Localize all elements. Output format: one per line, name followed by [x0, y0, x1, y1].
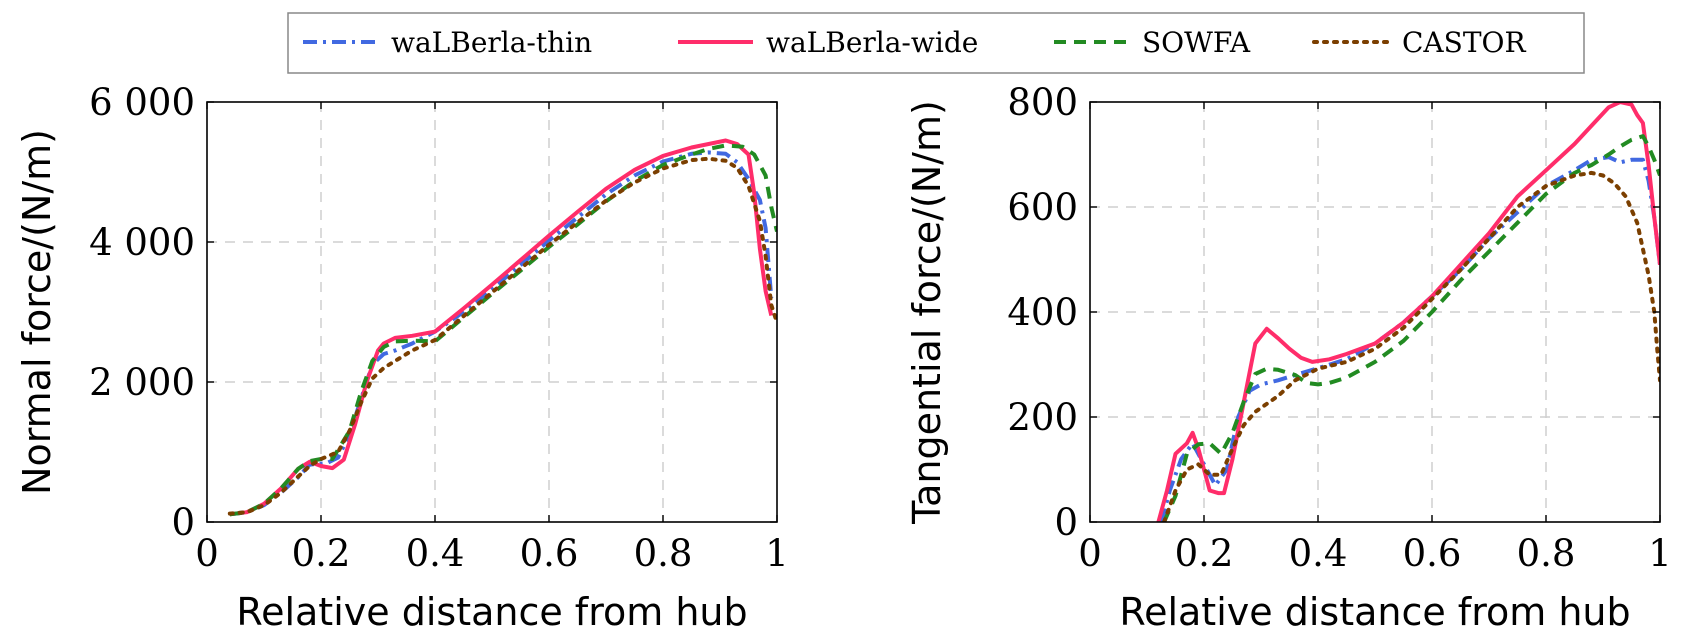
legend: waLBerla-thin waLBerla-wide SOWFA CASTOR [287, 12, 1585, 74]
tangential-force-chart: 0 0.2 0.4 0.6 0.8 1 0 200 400 600 800 Relative dist… [905, 81, 1672, 634]
series-line-sowfa [1162, 134, 1660, 522]
x-tick-label: 0.2 [1175, 532, 1234, 575]
x-tick-label: 0.6 [520, 532, 579, 575]
y-tick-label: 4 000 [89, 221, 195, 264]
series-line-walberla-wide [229, 138, 774, 517]
x-tick-label: 0.8 [634, 532, 693, 575]
y-axis-label: Tangential force/(N/m) [905, 100, 949, 525]
x-tick-label: 0 [1078, 532, 1102, 575]
normal-force-chart: 0 0.2 0.4 0.6 0.8 1 0 2 000 4 000 6 000 Relative d… [15, 81, 789, 634]
y-tick-label: 800 [1007, 81, 1078, 124]
x-tick-label: 1 [765, 532, 789, 575]
series-line-castor [227, 156, 777, 516]
legend-label-sowfa: SOWFA [1142, 26, 1251, 59]
series-line-castor [1162, 170, 1660, 522]
y-axis-label: Normal force/(N/m) [15, 129, 59, 495]
y-tick-label: 6 000 [89, 81, 195, 124]
series-line-walberla-thin [229, 150, 774, 517]
x-axis-label: Relative distance from hub [1119, 590, 1630, 634]
y-tick-label: 0 [171, 501, 195, 544]
x-tick-label: 0.6 [1403, 532, 1462, 575]
legend-label-walberla-thin: waLBerla-thin [391, 26, 592, 59]
legend-label-castor: CASTOR [1402, 26, 1526, 59]
series-line-walberla-thin [1159, 155, 1660, 522]
y-tick-label: 0 [1054, 501, 1078, 544]
x-tick-label: 1 [1648, 532, 1672, 575]
series-line-sowfa [229, 143, 777, 517]
x-tick-label: 0.4 [1289, 532, 1348, 575]
legend-label-walberla-wide: waLBerla-wide [766, 26, 978, 59]
x-tick-label: 0.8 [1517, 532, 1576, 575]
y-tick-label: 400 [1007, 291, 1078, 334]
x-tick-label: 0.2 [292, 532, 351, 575]
x-tick-label: 0 [195, 532, 219, 575]
y-tick-label: 2 000 [89, 361, 195, 404]
y-tick-label: 600 [1007, 186, 1078, 229]
x-tick-label: 0.4 [406, 532, 465, 575]
series-group [227, 138, 777, 517]
x-axis-label: Relative distance from hub [236, 590, 747, 634]
plot-frame [206, 101, 778, 523]
y-tick-label: 200 [1007, 396, 1078, 439]
